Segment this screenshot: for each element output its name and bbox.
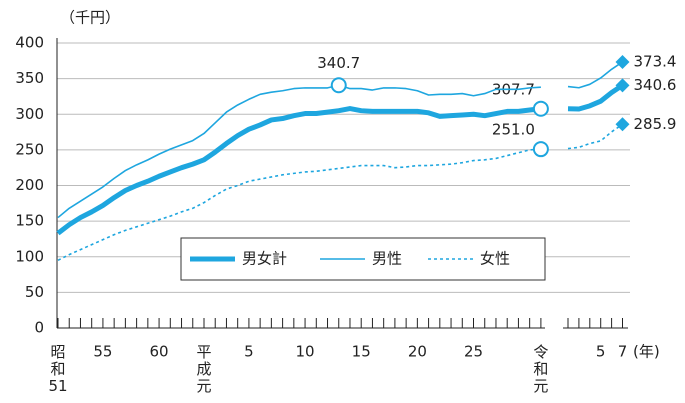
x-tick-label: 令和元 [533, 343, 548, 395]
series-line [56, 106, 542, 236]
x-tick-label: 20 [408, 343, 427, 361]
y-axis-label: （千円） [60, 9, 120, 27]
x-tick-label: 25 [464, 343, 483, 361]
series-line [567, 83, 624, 112]
y-tick-label: 250 [15, 140, 44, 158]
point-marker [615, 117, 630, 132]
x-tick-label: 平成元 [196, 343, 211, 395]
value-label: 340.6 [634, 76, 677, 94]
x-tick-label: 5 [596, 343, 606, 361]
value-label: 373.4 [634, 52, 677, 70]
y-tick-label: 300 [15, 105, 44, 123]
point-marker [532, 141, 549, 158]
y-tick-label: 150 [15, 212, 44, 230]
y-tick-label: 100 [15, 247, 44, 265]
legend: 男女計 男性 女性 [180, 237, 546, 281]
x-axis-label: (年) [633, 343, 660, 361]
legend-label: 男性 [372, 250, 402, 268]
x-tick-label: 10 [296, 343, 315, 361]
point-marker [615, 54, 630, 69]
legend-label: 男女計 [242, 250, 287, 268]
series-line [57, 84, 541, 219]
y-tick-label: 350 [15, 69, 44, 87]
y-tick-label: 50 [25, 283, 44, 301]
point-marker [330, 77, 347, 94]
series-line [567, 61, 623, 89]
point-marker [532, 100, 549, 117]
point-marker [615, 78, 630, 93]
value-label: 285.9 [634, 115, 677, 133]
series-line [567, 123, 623, 150]
x-tick-label: 昭和 51 [48, 343, 67, 395]
value-label: 340.7 [317, 54, 360, 72]
x-tick-label: 60 [150, 343, 169, 361]
y-tick-label: 200 [15, 176, 44, 194]
legend-label: 女性 [480, 250, 510, 268]
y-tick-label: 0 [34, 319, 44, 337]
y-tick-label: 400 [15, 34, 44, 52]
x-tick-label: 5 [244, 343, 254, 361]
x-tick-label: 15 [352, 343, 371, 361]
x-tick-label: 55 [93, 343, 112, 361]
x-tick-label: 7 [618, 343, 628, 361]
series-line [57, 148, 541, 262]
value-label: 251.0 [492, 121, 535, 139]
